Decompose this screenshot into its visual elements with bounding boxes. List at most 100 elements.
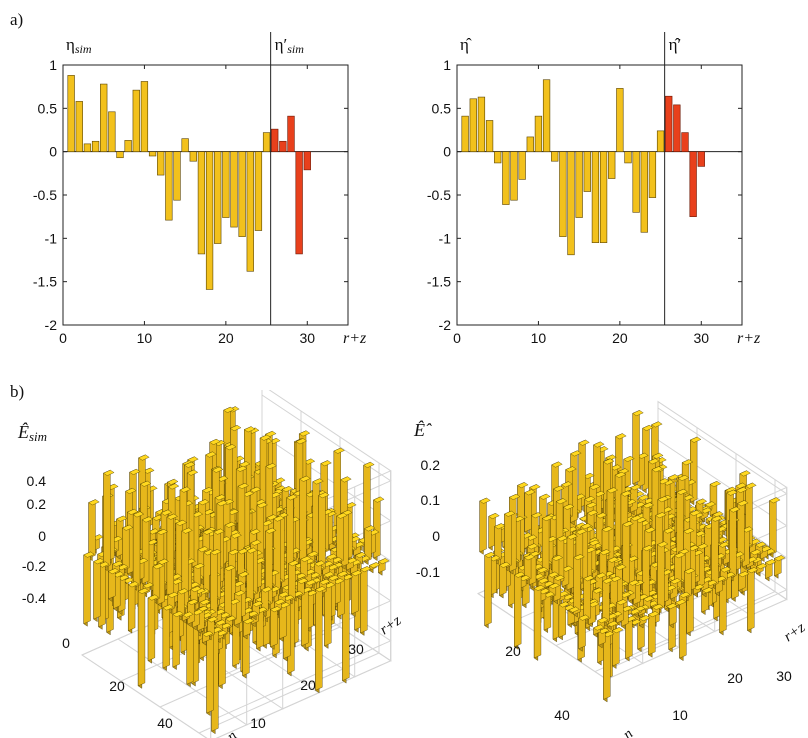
bar-main — [510, 151, 518, 201]
bar3d-top — [147, 594, 159, 601]
bar-main — [254, 151, 263, 231]
bar3d-face — [237, 482, 246, 559]
bar3d-top — [186, 469, 199, 476]
bar3d-top — [167, 478, 179, 485]
bar3d-top — [312, 478, 324, 485]
bar3d-top — [674, 552, 686, 559]
bar3d-top — [548, 582, 560, 589]
n-tick-label: 40 — [554, 707, 570, 723]
bar-main — [583, 151, 591, 192]
y-tick-label: 1 — [443, 57, 451, 73]
chart-title-main: Ê — [17, 421, 29, 442]
bar-main — [461, 115, 469, 152]
bar3d-top — [657, 541, 669, 548]
bar3d-top — [583, 575, 595, 582]
bar3d-top — [517, 482, 529, 489]
bar-main — [477, 96, 486, 152]
bar3d-top — [306, 590, 318, 597]
bar3d-top — [171, 578, 183, 585]
bar3d-top — [523, 554, 536, 561]
bar3d-top — [539, 493, 551, 500]
bar3d-top — [578, 439, 590, 446]
bar3d-top — [116, 515, 128, 522]
bar3d-top — [157, 558, 169, 565]
bar3d-top — [340, 476, 352, 483]
bar3d-face — [318, 492, 326, 572]
bar-prime — [303, 151, 311, 171]
y-tick-label: -1 — [45, 230, 58, 246]
bar3d-top — [712, 511, 724, 518]
bar3d-top — [305, 579, 317, 586]
bar3d-top — [364, 525, 376, 532]
bar-main — [100, 83, 108, 152]
bar3d-top — [553, 574, 565, 581]
bar3d-top — [597, 617, 609, 624]
y-tick-label: -2 — [439, 317, 452, 333]
bar3d-top — [652, 603, 664, 610]
bar3d-top — [484, 551, 496, 558]
bar3d-top — [755, 541, 767, 548]
bar3d-top — [243, 618, 255, 625]
bar3d-top — [541, 515, 554, 522]
bar-prime — [287, 115, 295, 152]
bar3d-top — [479, 497, 491, 504]
bar3d-top — [563, 604, 575, 611]
bar3d-top — [648, 458, 660, 465]
bar-main — [181, 138, 189, 152]
bar3d-top — [242, 490, 254, 497]
bar3d-top — [566, 533, 578, 540]
bar3d-top — [177, 588, 189, 595]
bar3d-top — [706, 579, 718, 586]
bar-main — [559, 151, 567, 237]
x-tick-label: 30 — [299, 330, 315, 346]
bar3d-top — [202, 528, 214, 535]
bar3d-top — [303, 458, 316, 465]
y-tick-label: 1 — [49, 57, 57, 73]
x-tick-label: 0 — [453, 330, 461, 346]
z-tick-label: 0 — [38, 528, 46, 544]
y-tick-label: -0.5 — [427, 187, 451, 203]
bar-main — [140, 81, 149, 152]
bar3d-top — [599, 549, 611, 556]
y-tick-label: -1 — [439, 230, 452, 246]
bar3d-face — [132, 511, 141, 589]
bar3d-top — [141, 516, 154, 523]
series-title-main: η — [66, 35, 75, 54]
bar3d-top — [679, 591, 691, 598]
bar3d-face — [128, 581, 136, 632]
bar-main — [551, 151, 559, 162]
bar3d-top — [683, 528, 695, 534]
bar3d-top — [580, 523, 592, 530]
bar-main — [108, 111, 116, 152]
y-tick-label: 0 — [443, 144, 451, 160]
bar3d-top — [561, 565, 573, 572]
bar3d-top — [270, 606, 282, 613]
bar3d-top — [588, 601, 600, 608]
x-axis-label: r+z — [737, 330, 761, 347]
bar3d-top — [125, 487, 137, 494]
bar-main — [640, 151, 648, 233]
bar3d-top — [542, 580, 555, 587]
bar3d-top — [181, 527, 193, 534]
bar3d-top — [246, 547, 258, 554]
bar-main — [485, 120, 494, 152]
bar3d-top — [543, 591, 555, 598]
bar3d-face — [583, 575, 591, 622]
bar3d-top — [187, 599, 199, 605]
bar-prime — [271, 128, 279, 152]
bar3d-top — [726, 489, 738, 496]
bar-main — [165, 151, 173, 221]
bar3d-top — [689, 510, 701, 517]
bar3d-top — [355, 552, 367, 558]
bar3d-top — [160, 509, 173, 516]
bar3d-top — [747, 567, 759, 574]
bar3d-top — [760, 545, 772, 552]
bar3d-top — [193, 563, 205, 570]
bar3d-top — [199, 599, 211, 606]
bar3d-top — [167, 591, 179, 598]
series-title-sub: sim — [75, 42, 92, 56]
bar3d-top — [209, 438, 221, 445]
bar3d-top — [281, 486, 294, 493]
bar3d-top — [300, 555, 312, 562]
n-axis-label: n — [620, 726, 636, 738]
